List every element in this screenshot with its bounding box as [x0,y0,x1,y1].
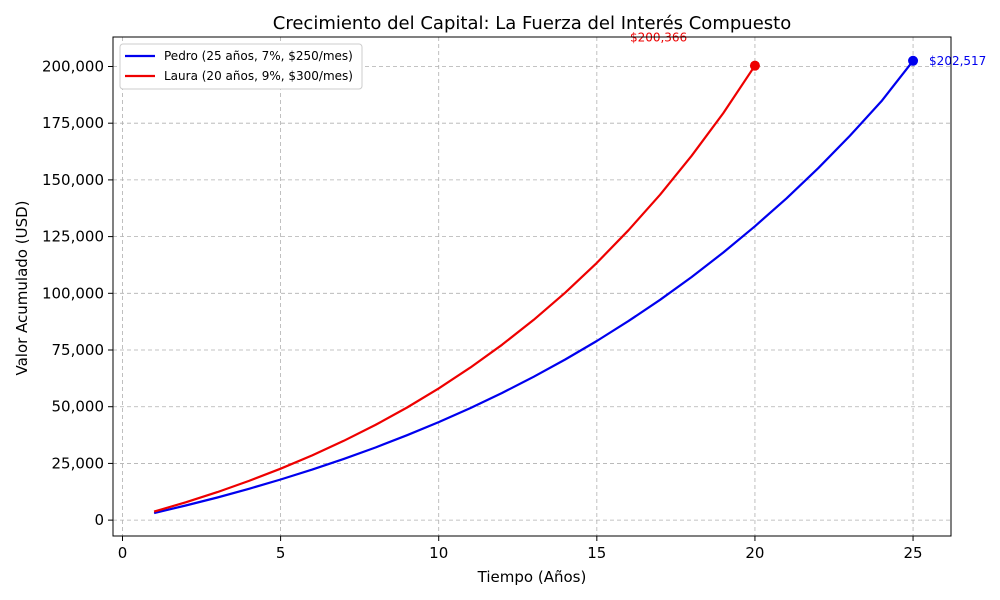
grid [113,37,951,536]
x-tick-label: 10 [429,544,448,562]
y-tick-label: 100,000 [42,284,104,302]
y-tick-label: 25,000 [52,454,105,472]
y-tick-label: 0 [94,511,104,529]
y-axis-label: Valor Acumulado (USD) [13,200,31,375]
series-layer: $202,517 $200,366 [153,31,986,515]
y-tick-label: 125,000 [42,228,104,246]
legend: Pedro (25 años, 7%, $250/mes) Laura (20 a… [119,43,363,90]
series-line-0 [153,60,914,515]
x-tick-label: 0 [118,544,128,562]
series-end-point-0 [908,55,919,66]
x-tick-label: 20 [745,544,764,562]
x-axis: 0 5 10 15 20 25 [118,536,923,562]
y-tick-label: 175,000 [42,114,104,132]
chart-title: Crecimiento del Capital: La Fuerza del I… [273,13,791,34]
series-line-1 [153,65,756,513]
legend-label-1: Laura (20 años, 9%, $300/mes) [164,69,353,83]
legend-box [119,43,363,90]
series-end-label-0: $202,517 [929,54,986,68]
series-end-label-1: $200,366 [630,31,687,45]
y-tick-label: 150,000 [42,171,104,189]
x-axis-label: Tiempo (Años) [477,568,587,586]
y-tick-label: 50,000 [52,398,105,416]
plot-frame [112,36,952,537]
legend-label-0: Pedro (25 años, 7%, $250/mes) [164,49,353,63]
y-axis: 0 25,000 50,000 75,000 100,000 125,000 150,000… [42,57,113,529]
x-tick-label: 15 [587,544,606,562]
y-tick-label: 200,000 [42,57,104,75]
series-end-point-1 [749,60,760,71]
x-tick-label: 25 [904,544,923,562]
y-tick-label: 75,000 [52,341,105,359]
x-tick-label: 5 [276,544,286,562]
